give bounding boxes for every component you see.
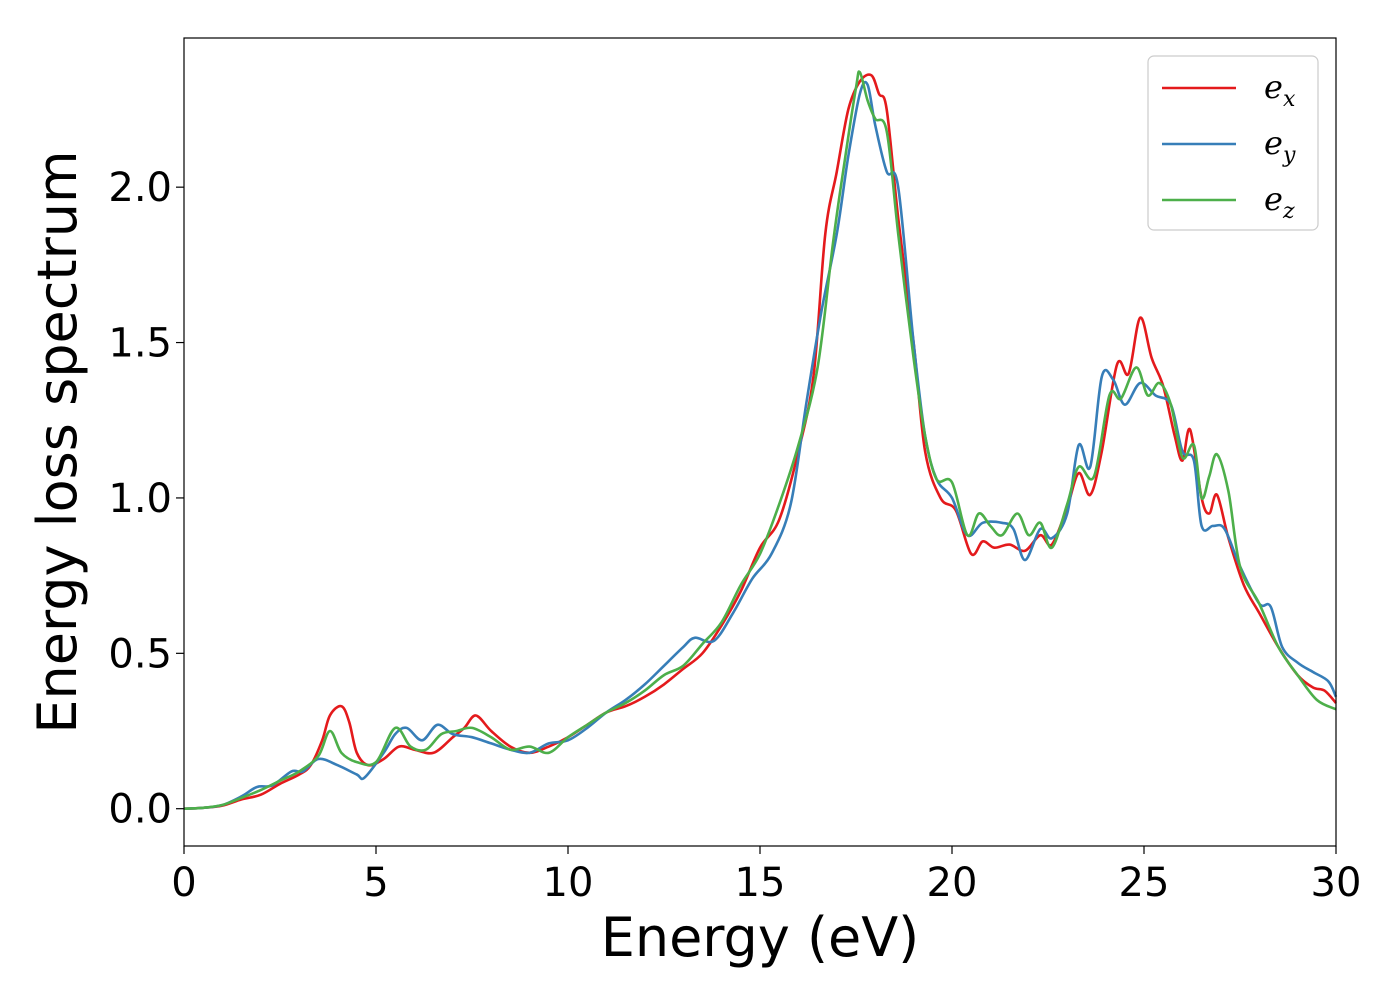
y-tick-label: 0.5 [108,631,172,677]
series-line-ez [183,70,1337,810]
y-axis-title: Energy loss spectrum [26,150,89,733]
x-tick-label: 0 [171,860,196,906]
series-lines [183,70,1338,810]
x-tick-label: 15 [735,860,786,906]
y-axis-ticks: 0.0 0.5 1.0 1.5 2.0 [108,165,184,833]
x-tick-label: 20 [927,860,978,906]
plot-background [184,38,1336,846]
x-tick-label: 30 [1311,860,1362,906]
y-tick-label: 1.0 [108,476,172,522]
y-tick-label: 2.0 [108,165,172,211]
x-axis-ticks: 0 5 10 15 20 25 30 [171,846,1361,906]
x-tick-label: 25 [1119,860,1170,906]
series-line-ex [183,73,1337,810]
x-tick-label: 10 [543,860,594,906]
y-tick-label: 1.5 [108,321,172,367]
x-axis-title: Energy (eV) [601,906,920,969]
x-tick-label: 5 [363,860,388,906]
y-tick-label: 0.0 [108,787,172,833]
